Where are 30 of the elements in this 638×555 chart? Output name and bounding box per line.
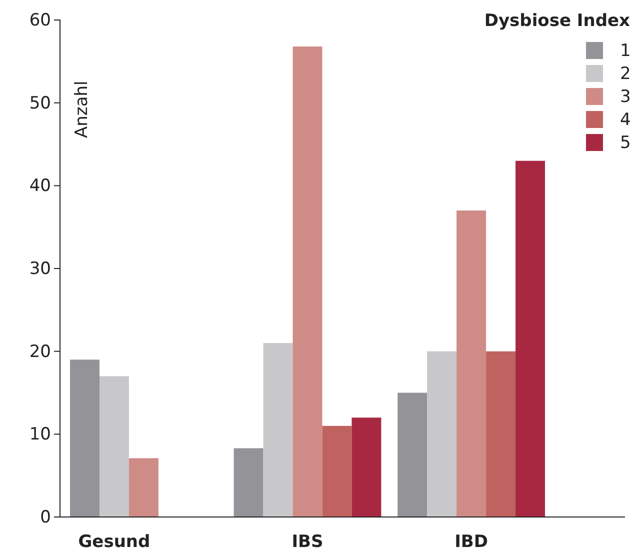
bar: [234, 448, 264, 517]
legend-label: 3: [620, 87, 631, 107]
bar: [427, 351, 457, 517]
legend-title: Dysbiose Index: [484, 11, 630, 31]
bar: [456, 210, 486, 517]
bar: [516, 160, 545, 517]
x-tick-label: IBD: [454, 532, 488, 552]
x-tick-label: Gesund: [78, 532, 150, 552]
bar: [263, 343, 293, 517]
y-axis-title: Anzahl: [72, 80, 92, 138]
legend-label: 2: [620, 64, 631, 84]
bar: [322, 426, 352, 517]
y-tick-label: 50: [29, 93, 51, 114]
legend-label: 4: [620, 110, 631, 130]
y-tick-label: 10: [29, 424, 51, 445]
x-tick-label: IBS: [292, 532, 324, 552]
bar: [352, 418, 382, 517]
y-tick-label: 60: [29, 10, 51, 30]
bar: [486, 351, 516, 517]
bar: [70, 360, 100, 517]
bar: [292, 46, 322, 517]
y-tick-label: 40: [29, 176, 51, 196]
legend-label: 1: [620, 41, 631, 61]
bar: [398, 392, 428, 517]
bar: [99, 376, 129, 517]
y-tick-label: 20: [29, 342, 51, 362]
bar: [128, 458, 158, 517]
y-tick-label: 30: [29, 258, 51, 279]
y-tick-label: 0: [40, 507, 51, 528]
legend-label: 5: [620, 133, 631, 153]
